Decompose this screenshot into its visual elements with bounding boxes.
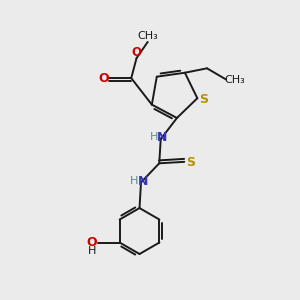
Text: CH₃: CH₃ [225,74,245,85]
Text: H: H [150,132,158,142]
Text: O: O [87,236,97,249]
Text: N: N [157,131,168,145]
Text: O: O [98,72,109,85]
Text: S: S [199,93,208,106]
Text: H: H [130,176,139,186]
Text: S: S [186,156,195,169]
Text: N: N [138,175,148,188]
Text: O: O [131,46,142,59]
Text: H: H [88,246,96,256]
Text: CH₃: CH₃ [137,31,158,41]
